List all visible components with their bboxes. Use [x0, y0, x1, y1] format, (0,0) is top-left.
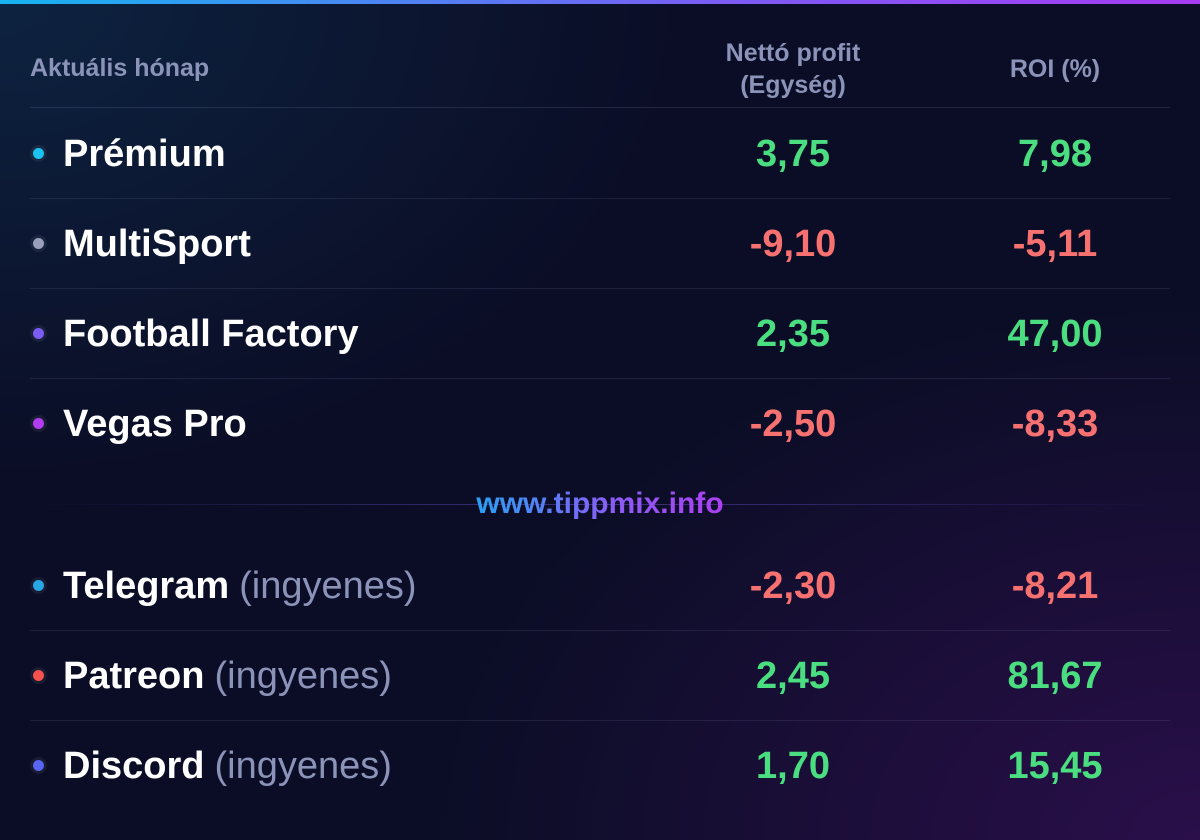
table-row: Patreon (ingyenes) 2,45 81,67	[30, 630, 1170, 721]
accent-bar	[0, 0, 1200, 4]
roi-value: -5,11	[1012, 223, 1098, 265]
profit-value: 3,75	[756, 133, 830, 175]
roi-value: 47,00	[1007, 313, 1103, 355]
status-dot-icon	[30, 757, 47, 774]
profit-value: 2,45	[756, 655, 830, 697]
service-name: MultiSport	[63, 223, 251, 265]
service-name: Prémium	[63, 133, 226, 175]
profit-value: -2,30	[749, 565, 837, 607]
profit-value: 1,70	[756, 745, 830, 787]
website-url[interactable]: www.tippmix.info	[462, 487, 737, 520]
service-name: Telegram	[63, 565, 230, 607]
table-row: MultiSport -9,10 -5,11	[30, 198, 1170, 289]
period-label: Aktuális hónap	[30, 54, 210, 82]
roi-value: -8,33	[1011, 403, 1099, 445]
service-name: Discord	[63, 745, 205, 787]
table-row: Vegas Pro -2,50 -8,33	[30, 378, 1170, 468]
roi-column-header: ROI (%)	[1009, 55, 1101, 83]
status-dot-icon	[30, 667, 47, 684]
divider-line	[30, 504, 1170, 505]
profit-column-title: Nettó profit	[725, 39, 861, 67]
status-dot-icon	[30, 577, 47, 594]
website-divider: www.tippmix.info	[30, 470, 1170, 538]
roi-value: -8,21	[1011, 565, 1099, 607]
website-link[interactable]: www.tippmix.info	[30, 486, 1170, 522]
profit-value: -2,50	[749, 403, 837, 445]
service-name-group: Telegram (ingyenes)	[63, 564, 417, 608]
table-header: Aktuális hónap Nettó profit (Egység) ROI…	[30, 0, 1170, 108]
roi-value: 81,67	[1007, 655, 1103, 697]
free-tag: (ingyenes)	[214, 745, 392, 787]
service-name: Patreon	[63, 655, 205, 697]
status-dot-icon	[30, 235, 47, 252]
service-name: Vegas Pro	[63, 403, 247, 445]
service-name-group: Discord (ingyenes)	[63, 744, 392, 788]
status-dot-icon	[30, 325, 47, 342]
roi-value: 7,98	[1018, 133, 1092, 175]
service-name-group: Patreon (ingyenes)	[63, 654, 392, 698]
profit-column-unit: (Egység)	[740, 71, 846, 99]
roi-value: 15,45	[1007, 745, 1103, 787]
service-name: Football Factory	[63, 313, 359, 355]
free-tag: (ingyenes)	[239, 565, 417, 607]
table-row: Prémium 3,75 7,98	[30, 108, 1170, 199]
profit-value: -9,10	[749, 223, 837, 265]
table-row: Telegram (ingyenes) -2,30 -8,21	[30, 540, 1170, 631]
table-row: Discord (ingyenes) 1,70 15,45	[30, 720, 1170, 810]
status-dot-icon	[30, 145, 47, 162]
profit-column-header: Nettó profit (Egység)	[650, 37, 936, 101]
table-row: Football Factory 2,35 47,00	[30, 288, 1170, 379]
profit-value: 2,35	[756, 313, 830, 355]
free-tag: (ingyenes)	[214, 655, 392, 697]
status-dot-icon	[30, 415, 47, 432]
